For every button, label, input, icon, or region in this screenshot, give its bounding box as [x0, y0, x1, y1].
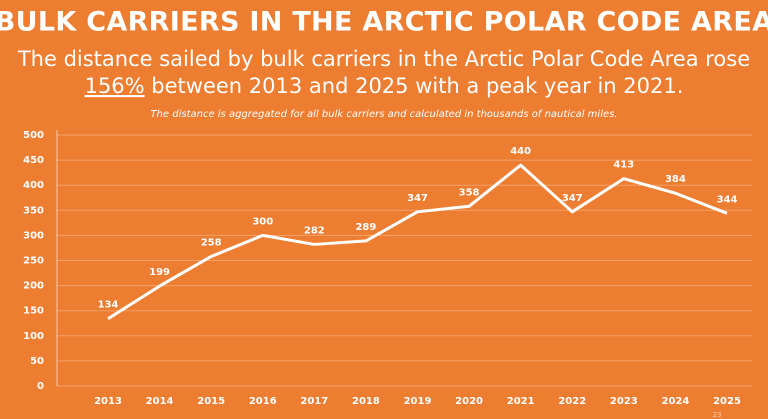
y-tick-label: 400: [23, 180, 44, 191]
y-tick-label: 200: [23, 281, 44, 292]
y-tick-label: 250: [23, 256, 44, 267]
x-tick-label: 2024: [661, 396, 689, 407]
y-tick-label: 300: [23, 230, 44, 241]
subtitle-text: between 2013 and 2025 with a peak year i…: [145, 74, 684, 98]
data-label: 344: [717, 194, 738, 205]
chart-title: BULK CARRIERS IN THE ARCTIC POLAR CODE A…: [0, 7, 768, 38]
x-tick-label: 2020: [455, 396, 483, 407]
y-tick-label: 100: [23, 331, 44, 342]
x-tick-label: 2018: [352, 396, 380, 407]
x-tick-label: 2017: [300, 396, 328, 407]
subtitle: The distance sailed by bulk carriers in …: [17, 47, 750, 71]
data-label: 358: [459, 187, 480, 198]
x-tick-label: 2021: [507, 396, 535, 407]
data-label: 413: [613, 160, 634, 171]
data-label: 199: [149, 267, 170, 278]
y-tick-label: 450: [23, 155, 44, 166]
x-tick-label: 2025: [713, 396, 741, 407]
note: The distance is aggregated for all bulk …: [150, 109, 617, 120]
y-tick-label: 0: [37, 381, 44, 392]
x-tick-label: 2019: [404, 396, 432, 407]
x-tick-label: 2014: [146, 396, 174, 407]
x-tick-label: 2016: [249, 396, 277, 407]
subtitle-text: The distance sailed by bulk carriers in …: [17, 47, 750, 71]
data-label: 289: [355, 222, 376, 233]
data-label: 440: [510, 146, 531, 157]
y-tick-label: 50: [30, 356, 44, 367]
data-label: 347: [407, 193, 428, 204]
data-label: 300: [252, 216, 273, 227]
y-tick-label: 500: [23, 130, 44, 141]
x-tick-label: 2015: [197, 396, 225, 407]
data-label: 347: [562, 193, 583, 204]
x-tick-label: 2022: [558, 396, 586, 407]
y-tick-label: 150: [23, 306, 44, 317]
data-label: 134: [98, 300, 119, 311]
x-tick-label: 2023: [610, 396, 638, 407]
subtitle-highlight: 156%: [85, 74, 145, 98]
page-number: 23: [713, 411, 722, 419]
data-label: 282: [304, 225, 325, 236]
line: [107, 163, 728, 320]
x-tick-label: 2013: [94, 396, 122, 407]
data-label: 384: [665, 174, 686, 185]
subtitle: 156% between 2013 and 2025 with a peak y…: [85, 74, 684, 98]
y-tick-label: 350: [23, 205, 44, 216]
data-label: 258: [201, 237, 222, 248]
